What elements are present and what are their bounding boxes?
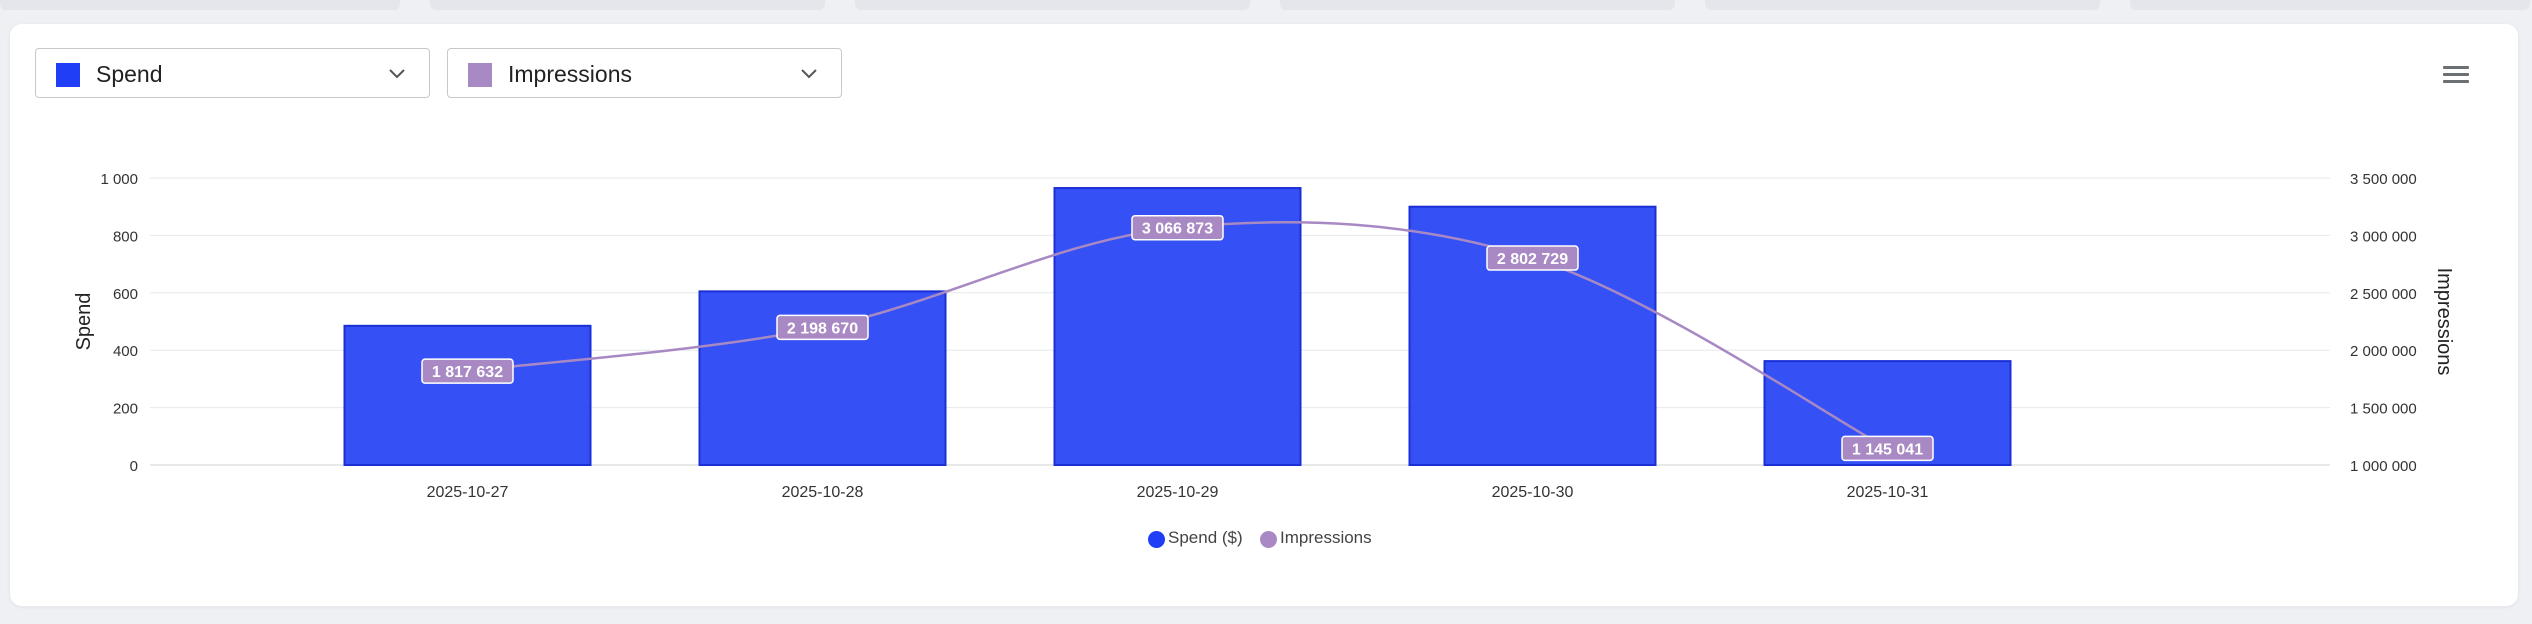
impressions-data-label-box bbox=[1486, 245, 1579, 271]
impressions-color-swatch bbox=[468, 63, 492, 87]
y-tick-label-left: 800 bbox=[113, 228, 138, 245]
top-strip bbox=[0, 0, 2532, 14]
spend-color-swatch bbox=[56, 63, 80, 87]
hamburger-menu-icon[interactable] bbox=[2443, 66, 2469, 88]
impressions-data-label: 3 066 873 bbox=[1142, 221, 1213, 238]
impressions-data-label: 2 198 670 bbox=[787, 320, 858, 337]
top-card-edge bbox=[2130, 0, 2530, 10]
metric-select-label: Impressions bbox=[508, 61, 632, 87]
top-card-edge bbox=[0, 0, 400, 10]
y-tick-label-right: 3 000 000 bbox=[2350, 228, 2417, 245]
top-card-edge bbox=[855, 0, 1250, 10]
legend-marker bbox=[1148, 531, 1165, 548]
impressions-data-label: 1 145 041 bbox=[1852, 441, 1923, 458]
chevron-down-icon bbox=[389, 69, 405, 79]
impressions-data-label: 2 802 729 bbox=[1497, 251, 1568, 268]
legend-marker bbox=[1260, 531, 1277, 548]
y-tick-label-right: 2 500 000 bbox=[2350, 286, 2417, 303]
y-tick-label-right: 2 000 000 bbox=[2350, 343, 2417, 360]
x-tick-label: 2025-10-30 bbox=[1492, 484, 1574, 501]
legend-label: Impressions bbox=[1280, 528, 1372, 547]
x-tick-label: 2025-10-27 bbox=[427, 484, 509, 501]
impressions-data-label-box bbox=[421, 358, 514, 384]
y-tick-label-right: 1 000 000 bbox=[2350, 458, 2417, 475]
y-tick-label-right: 3 500 000 bbox=[2350, 171, 2417, 188]
y-tick-label-left: 400 bbox=[113, 343, 138, 360]
y-axis-title-left: Spend bbox=[73, 293, 95, 351]
top-card-edge bbox=[1705, 0, 2100, 10]
impressions-data-label-box bbox=[1841, 435, 1934, 462]
x-tick-label: 2025-10-29 bbox=[1137, 484, 1219, 501]
y-axis-title-right: Impressions bbox=[2433, 268, 2455, 376]
metric-select-label: Spend bbox=[96, 61, 163, 87]
y-tick-label-left: 0 bbox=[130, 458, 138, 475]
x-tick-label: 2025-10-31 bbox=[1847, 484, 1929, 501]
y-tick-label-left: 1 000 bbox=[100, 171, 138, 188]
metric-select-spend[interactable]: Spend bbox=[35, 48, 430, 98]
top-card-edge bbox=[430, 0, 825, 10]
impressions-data-label-box bbox=[776, 314, 869, 341]
y-tick-label-right: 1 500 000 bbox=[2350, 401, 2417, 418]
metric-select-impressions[interactable]: Impressions bbox=[447, 48, 842, 98]
chevron-down-icon bbox=[801, 69, 817, 79]
y-tick-label-left: 200 bbox=[113, 401, 138, 418]
impressions-data-label: 1 817 632 bbox=[432, 364, 503, 381]
y-tick-label-left: 600 bbox=[113, 286, 138, 303]
x-tick-label: 2025-10-28 bbox=[782, 484, 864, 501]
legend-label: Spend ($) bbox=[1168, 528, 1243, 547]
spend-bar[interactable] bbox=[343, 324, 592, 466]
impressions-data-label-box bbox=[1131, 214, 1224, 241]
top-card-edge bbox=[1280, 0, 1675, 10]
